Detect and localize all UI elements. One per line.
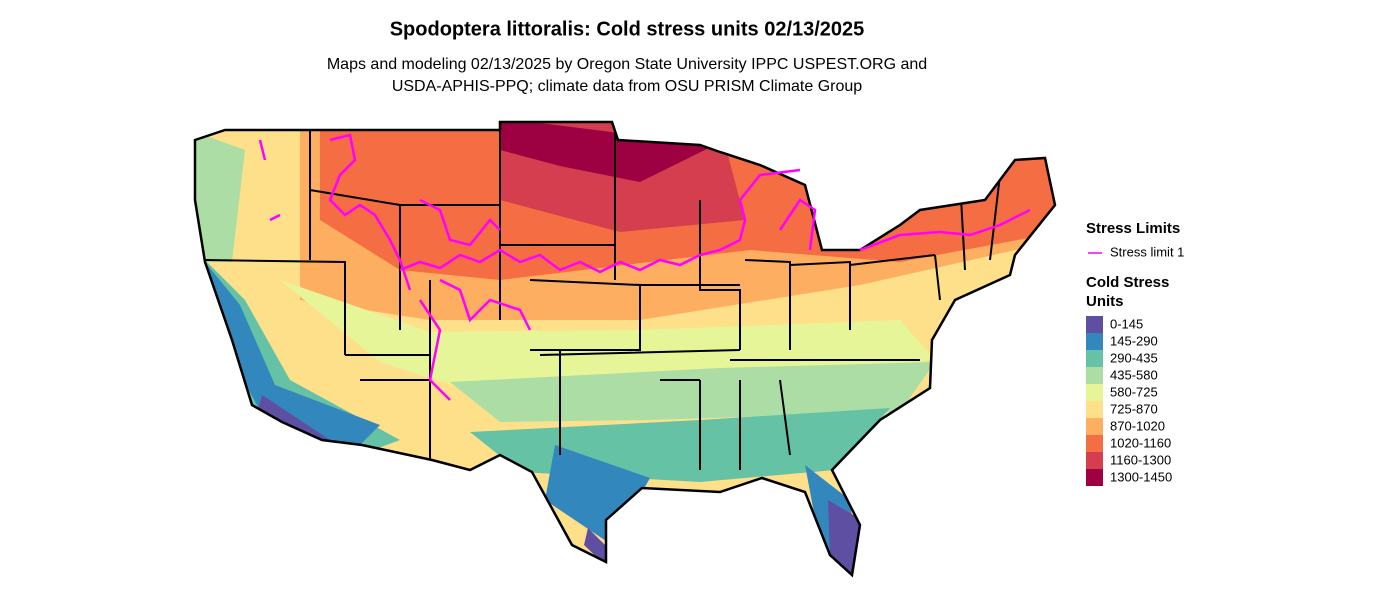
stress-limit-line — [399, 168, 1031, 274]
legend-swatch — [1086, 469, 1103, 486]
legend-swatch — [1086, 435, 1103, 452]
legend-swatch — [1086, 452, 1103, 469]
map-region — [450, 362, 935, 422]
legend-swatch — [1086, 401, 1103, 418]
legend-swatch — [1086, 367, 1103, 384]
chart-title: Spodoptera littoralis: Cold stress units… — [390, 18, 865, 40]
legend-swatch — [1086, 384, 1103, 401]
subtitle: USDA-APHIS-PPQ; climate data from OSU PR… — [392, 78, 862, 95]
subtitle: Maps and modeling 02/13/2025 by Oregon S… — [327, 56, 927, 73]
stress-limit-line — [258, 133, 532, 401]
legend-label: 290-435 — [1110, 350, 1158, 365]
legend-swatch — [1086, 418, 1103, 435]
legend-label: 145-290 — [1110, 333, 1158, 348]
legend-label: 435-580 — [1110, 367, 1158, 382]
legend-label: 1300-1450 — [1110, 469, 1172, 484]
legend-swatch — [1086, 316, 1103, 333]
legend-title: Stress Limits — [1086, 220, 1180, 237]
legend: Stress Limits Cold Stress Units Stress l… — [1086, 220, 1184, 486]
legend-label: 0-145 — [1110, 316, 1143, 331]
legend-title: Cold Stress — [1086, 274, 1169, 291]
legend-label: 1020-1160 — [1110, 435, 1171, 450]
legend-swatch — [1086, 350, 1103, 367]
legend-title: Units — [1086, 293, 1124, 310]
legend-label: 725-870 — [1110, 401, 1158, 416]
legend-swatch — [1086, 333, 1103, 350]
map-region — [500, 122, 715, 182]
legend-label: 580-725 — [1110, 384, 1158, 399]
legend-label: 1160-1300 — [1110, 452, 1171, 467]
legend-label: 870-1020 — [1110, 418, 1165, 433]
legend-label: Stress limit 1 — [1110, 244, 1184, 259]
map-region — [258, 395, 330, 440]
map-region — [205, 262, 380, 450]
map-region — [195, 130, 245, 262]
